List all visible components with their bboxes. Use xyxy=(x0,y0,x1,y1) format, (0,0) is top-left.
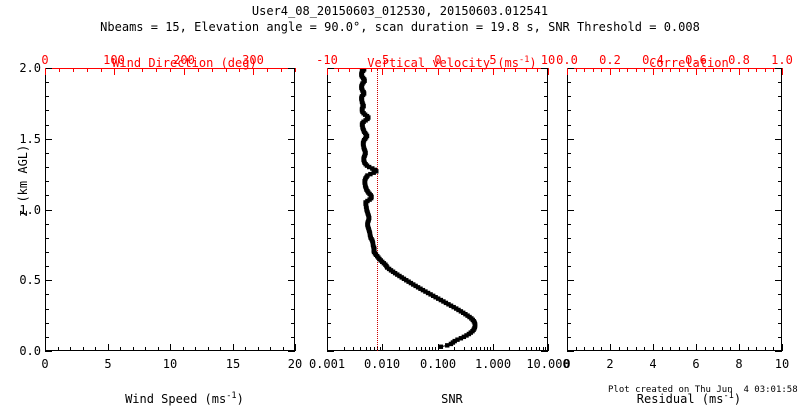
plot-canvas: User4_08_20150603_012530, 20150603.01254… xyxy=(0,0,800,400)
snr-profile-series xyxy=(0,0,800,400)
